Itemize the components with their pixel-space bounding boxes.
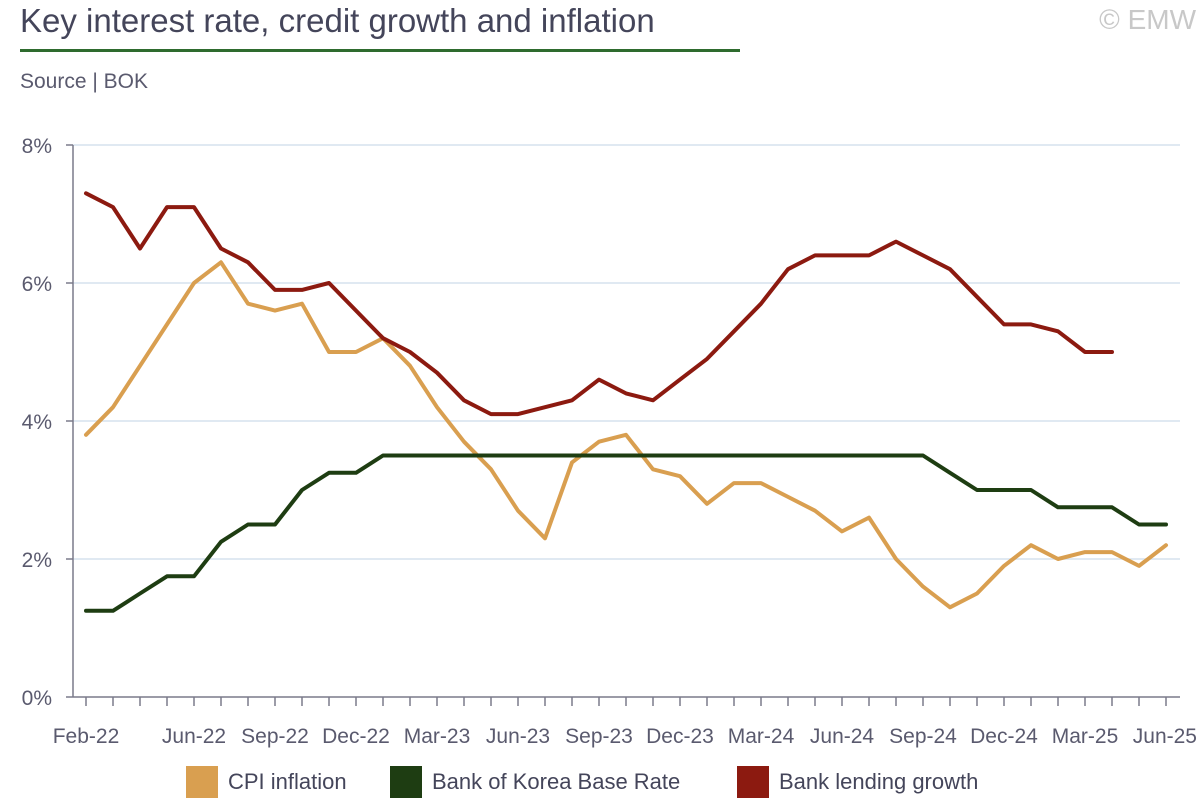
x-tick-label: Sep-22 (241, 725, 309, 748)
x-tick-label: Mar-24 (728, 725, 795, 748)
series-line-bank-lending-growth (84, 191, 1114, 417)
y-tick-label: 0% (22, 687, 52, 710)
legend-item: Bank lending growth (737, 766, 978, 798)
x-tick-label: Sep-23 (565, 725, 633, 748)
x-tick-label: Dec-24 (970, 725, 1038, 748)
legend-label: CPI inflation (228, 769, 347, 794)
series-line-bank-of-korea-base-rate (84, 453, 1168, 613)
legend-label: Bank of Korea Base Rate (432, 769, 681, 794)
title-underline (20, 49, 740, 52)
chart-title: Key interest rate, credit growth and inf… (20, 2, 655, 39)
x-tick-label: Mar-25 (1052, 725, 1119, 748)
x-tick-label: Dec-23 (646, 725, 714, 748)
legend-swatch (390, 766, 422, 798)
y-tick-label: 2% (22, 549, 52, 572)
chart-subtitle: Source | BOK (20, 70, 149, 93)
series-line-cpi-inflation (84, 260, 1168, 610)
x-tick-label: Feb-22 (53, 725, 120, 748)
legend-swatch (186, 766, 218, 798)
legend-item: CPI inflation (186, 766, 347, 798)
x-tick-label: Jun-24 (810, 725, 875, 748)
line-chart: 0% 2% 4% 6% 8% Feb-22 Jun-22 Sep-22 Dec-22 Mar-23… (22, 135, 1197, 748)
y-tick-label: 6% (22, 273, 52, 296)
legend-label: Bank lending growth (779, 769, 979, 794)
x-tick-label: Jun-23 (486, 725, 550, 748)
x-tick-label: Dec-22 (322, 725, 390, 748)
copyright-watermark: © EMW (1099, 4, 1196, 35)
x-tick-label: Sep-24 (889, 725, 957, 748)
x-tick-label: Mar-23 (404, 725, 471, 748)
chart-legend: CPI inflation Bank of Korea Base Rate Bank… (0, 764, 1200, 800)
x-tick-label: Jun-25 (1133, 725, 1197, 748)
y-tick-label: 8% (22, 135, 52, 158)
y-tick-label: 4% (22, 411, 52, 434)
legend-swatch (737, 766, 769, 798)
legend-item: Bank of Korea Base Rate (390, 766, 680, 798)
x-tick-label: Jun-22 (162, 725, 226, 748)
